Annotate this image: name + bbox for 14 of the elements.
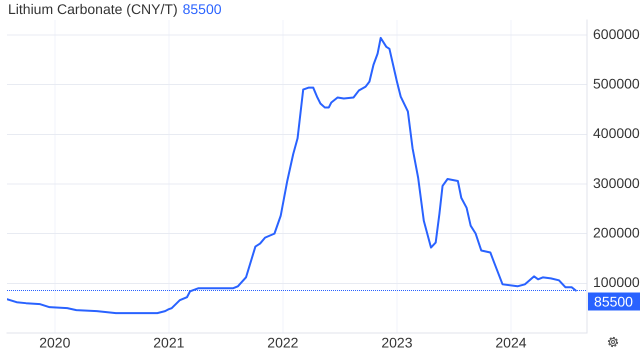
y-tick-label: 200000 (593, 224, 640, 240)
y-tick-label: 600000 (593, 26, 640, 42)
chart-title: Lithium Carbonate (CNY/T) (8, 0, 178, 17)
y-tick-label: 300000 (593, 174, 640, 191)
x-tick-label: 2020 (39, 334, 71, 350)
y-tick-label: 100000 (593, 274, 640, 290)
x-tick-label: 2023 (381, 334, 413, 350)
y-tick-label: 400000 (593, 125, 640, 142)
text: 85500 (182, 0, 222, 17)
x-tick-label: 2024 (495, 334, 527, 350)
x-tick-label: 2022 (267, 334, 299, 350)
y-tick-label: 500000 (593, 75, 640, 92)
x-tick-label: 2021 (153, 334, 185, 350)
ref-line-label: 85500 (594, 293, 634, 310)
